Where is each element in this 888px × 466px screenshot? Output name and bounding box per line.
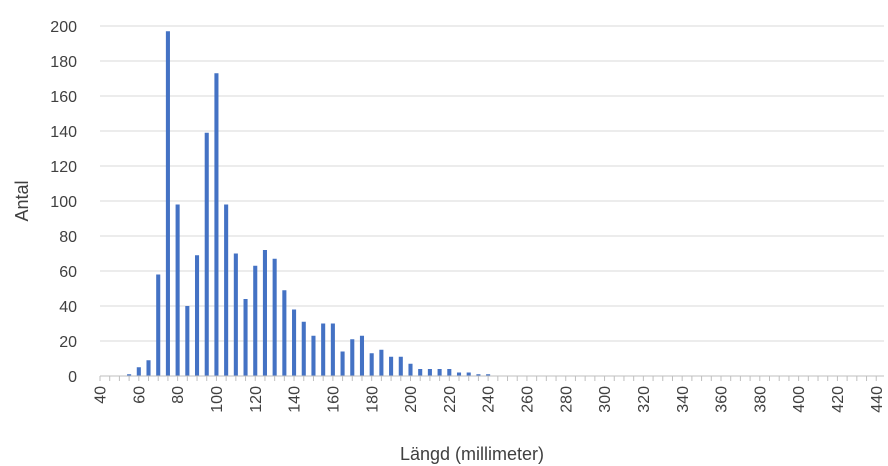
x-tick-label: 380 [752,386,769,413]
x-tick-label: 40 [93,386,110,404]
bar [272,258,277,376]
x-tick-label: 300 [597,386,614,413]
gridlines [100,25,884,342]
bar [253,265,258,376]
bar [456,372,462,376]
y-tick-label: 200 [50,19,77,36]
bar [408,363,413,376]
bar [224,204,229,376]
bar [185,306,190,376]
bar [486,374,491,376]
y-tick-label: 80 [59,229,77,246]
x-tick-label: 420 [830,386,847,413]
y-tick-label: 160 [50,89,77,106]
x-tick-label: 120 [248,386,265,413]
bar [437,369,442,376]
bar [156,274,161,376]
x-tick-label: 360 [714,386,731,413]
x-tick-label: 240 [481,386,498,413]
x-tick-label: 140 [287,386,304,413]
x-tick-label: 200 [403,386,420,413]
x-tick-label: 320 [636,386,653,413]
bar [389,356,394,376]
bar [476,374,481,376]
bar [194,255,200,376]
y-tick-label: 180 [50,54,77,71]
bar [447,369,452,376]
bar [359,335,365,376]
y-tick-label: 120 [50,159,77,176]
x-tick-label: 180 [364,386,381,413]
bar [398,356,403,376]
bar [146,360,151,376]
x-tick-label: 400 [791,386,808,413]
bar [369,353,374,376]
bar [292,309,297,376]
bar [301,321,306,376]
bar [175,204,180,376]
bar [214,73,219,376]
y-tick-label: 40 [59,299,77,316]
x-axis-title: Längd (millimeter) [400,444,544,464]
tick-labels: 0 20 40 60 80 100 120 140 160 180 200 40 60 80 100 120 1… [50,19,886,413]
y-tick-label: 100 [50,194,77,211]
axes [99,375,884,381]
x-tick-label: 160 [325,386,342,413]
y-tick-label: 60 [59,264,77,281]
x-tick-label: 440 [869,386,886,413]
x-tick-label: 80 [170,386,187,404]
x-tick-label: 260 [520,386,537,413]
x-tick-label: 280 [558,386,575,413]
bar [282,290,287,376]
bar [165,31,170,376]
x-tick-label: 340 [675,386,692,413]
bar [321,323,326,376]
bar [418,369,423,376]
bar [262,250,267,376]
bar [379,349,384,376]
bar [204,132,209,376]
bar [340,351,345,376]
bars [127,31,491,376]
bar [330,323,335,376]
bar [350,339,355,376]
bar [233,253,238,376]
bar [311,335,316,376]
y-tick-label: 20 [59,334,77,351]
bar [466,372,471,376]
x-tick-label: 220 [442,386,459,413]
bar [127,374,132,376]
y-axis-title: Antal [12,180,32,221]
y-tick-label: 0 [68,369,77,386]
bar [427,369,432,376]
y-tick-label: 140 [50,124,77,141]
bar [243,299,248,376]
x-tick-label: 100 [209,386,226,413]
bar [136,367,141,376]
x-tick-label: 60 [131,386,148,404]
